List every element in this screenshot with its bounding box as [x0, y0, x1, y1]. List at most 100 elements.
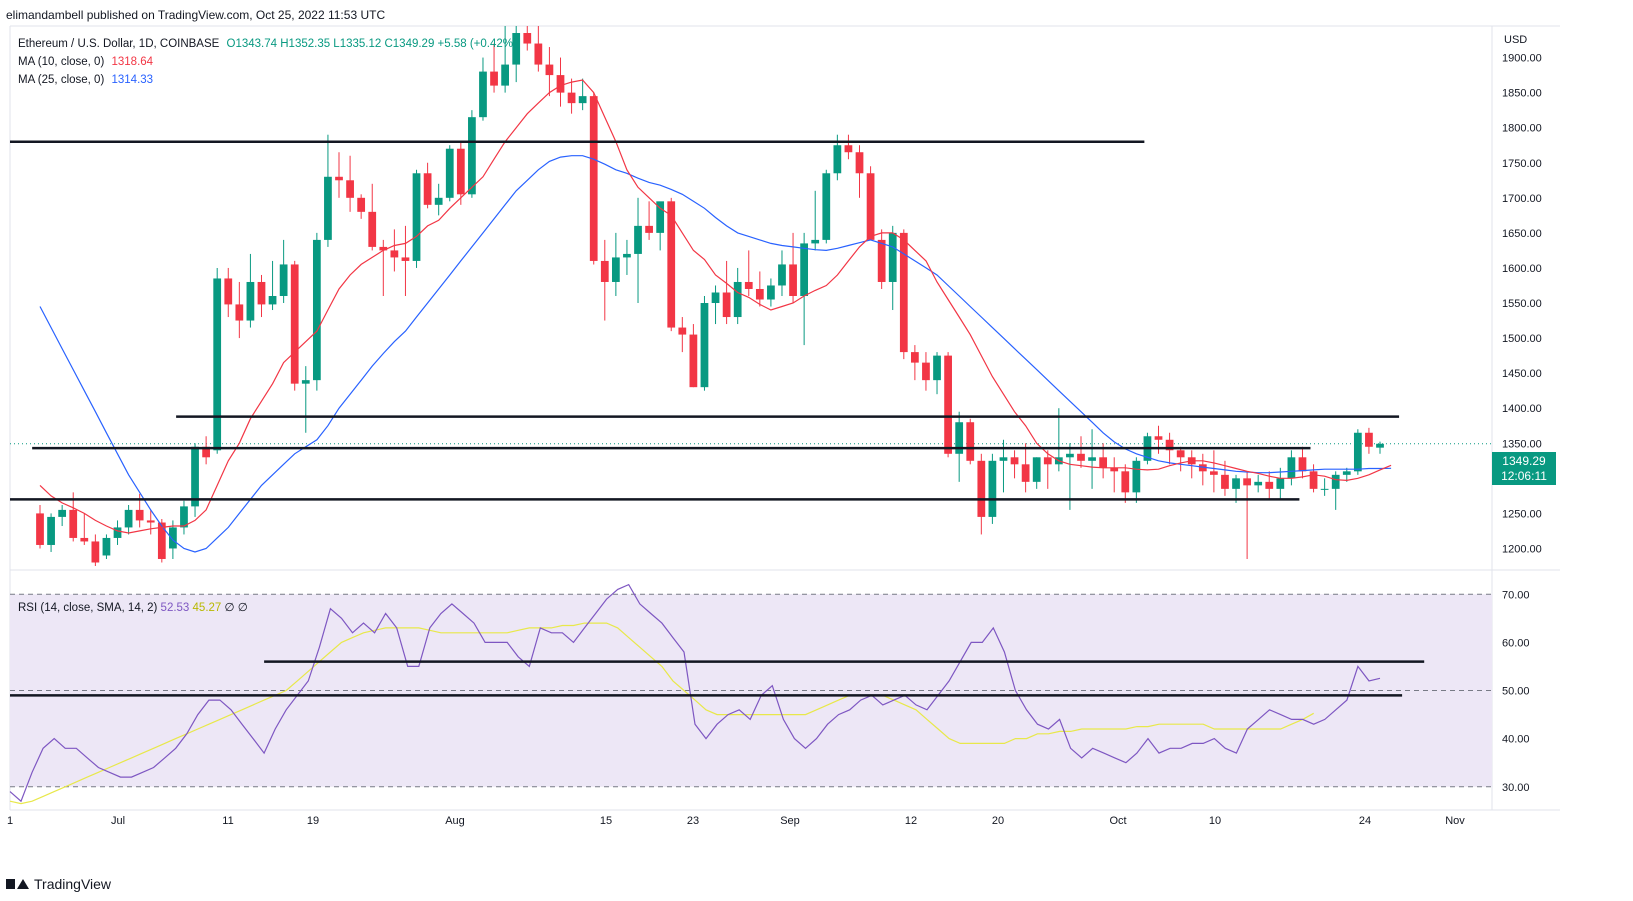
candle-body — [146, 520, 155, 523]
price-axis-tick: 1500.00 — [1502, 333, 1542, 345]
candle-body — [479, 71, 487, 118]
candle-body — [1365, 432, 1373, 447]
candle-body — [1099, 457, 1108, 468]
rsi-extra-2: ∅ — [237, 602, 248, 614]
price-axis-tick: 1400.00 — [1502, 403, 1542, 415]
tradingview-logo-icon — [6, 877, 29, 891]
ma10-value: 1318.64 — [111, 56, 154, 68]
time-axis-tick: Nov — [1445, 815, 1465, 827]
candle-body — [1088, 457, 1096, 461]
legend-ma10-row: MA (10, close, 0) 1318.64 — [18, 53, 517, 71]
time-axis-tick: 12 — [905, 815, 917, 827]
candle-body — [1298, 457, 1307, 472]
candle-body — [412, 173, 421, 261]
ma25-line — [39, 155, 1392, 553]
candle-body — [1331, 474, 1340, 489]
candle-body — [1132, 460, 1141, 493]
published-header: elimandambell published on TradingView.c… — [6, 8, 386, 22]
candle-body — [1353, 432, 1362, 472]
candle-body — [800, 243, 809, 296]
price-axis-tick: 1700.00 — [1502, 193, 1542, 205]
candle-body — [279, 264, 288, 296]
candle-body — [966, 422, 975, 461]
rsi-line — [9, 583, 1381, 803]
ma10-label[interactable]: MA (10, close, 0) — [18, 56, 105, 68]
candle-body — [1243, 478, 1251, 486]
candle-body — [102, 537, 111, 556]
time-axis-tick: 10 — [1209, 815, 1221, 827]
rsi-label[interactable]: RSI (14, close, SMA, 14, 2) — [18, 602, 158, 614]
candle-body — [346, 180, 354, 198]
price-axis-tick: 1250.00 — [1502, 508, 1542, 520]
candle-body — [1010, 457, 1019, 465]
rsi-axis-tick: 50.00 — [1502, 686, 1530, 698]
candle-body — [1176, 450, 1185, 458]
candle-body — [58, 509, 67, 517]
candle-body — [678, 327, 687, 335]
candle-body — [312, 239, 321, 381]
price-axis-tick: 1600.00 — [1502, 263, 1542, 275]
candle-body — [589, 96, 598, 261]
candle-body — [1077, 453, 1085, 461]
candle-body — [1232, 478, 1240, 489]
rsi-axis-tick: 40.00 — [1502, 734, 1530, 746]
rsi-sma-value: 45.27 — [192, 602, 222, 614]
candle-body — [744, 281, 753, 289]
candle-body — [1265, 481, 1274, 489]
rsi-axis-tick: 60.00 — [1502, 637, 1530, 649]
candle-body — [545, 64, 554, 76]
candle-body — [512, 33, 521, 65]
candle-body — [811, 239, 820, 244]
candle-body — [445, 148, 454, 198]
candle-body — [36, 513, 44, 545]
candle-body — [235, 304, 244, 321]
candle-body — [634, 225, 642, 254]
tradingview-footer[interactable]: TradingView — [6, 876, 111, 892]
candle-body — [379, 246, 388, 251]
candle-body — [324, 176, 332, 240]
time-axis-tick: 1 — [7, 815, 13, 827]
candle-body — [1043, 457, 1052, 465]
candle-body — [1021, 464, 1030, 482]
candle-body — [999, 457, 1008, 461]
candle-body — [933, 355, 941, 381]
candle-body — [656, 201, 665, 233]
candle-body — [124, 509, 133, 528]
candle-body — [1210, 471, 1218, 475]
candle-body — [456, 148, 465, 195]
main-legend: Ethereum / U.S. Dollar, 1D, COINBASE O13… — [18, 35, 517, 89]
candle-body — [689, 334, 698, 388]
price-axis-tick: 1450.00 — [1502, 368, 1542, 380]
candle-body — [944, 355, 952, 454]
candle-body — [1198, 464, 1207, 472]
symbol-name[interactable]: Ethereum / U.S. Dollar, 1D, COINBASE — [18, 38, 220, 50]
time-axis-tick: 11 — [222, 815, 233, 827]
last-price-tag: 1349.29 12:06:11 — [1492, 452, 1556, 485]
price-axis-tick: 1800.00 — [1502, 123, 1542, 135]
candle-body — [1110, 467, 1119, 472]
candle-body — [224, 278, 233, 305]
candle-body — [1165, 439, 1174, 451]
rsi-extra-1: ∅ — [224, 602, 235, 614]
candle-body — [1376, 443, 1384, 448]
candle-body — [468, 117, 476, 195]
candle-body — [733, 281, 742, 318]
rsi-axis-tick: 70.00 — [1502, 589, 1530, 601]
candle-body — [1032, 457, 1041, 482]
candle-body — [202, 446, 210, 458]
price-axis-tick: 1900.00 — [1502, 53, 1542, 65]
ma25-value: 1314.33 — [111, 74, 154, 86]
candle-body — [1276, 478, 1285, 489]
candle-body — [822, 173, 831, 240]
ma10-line — [39, 79, 1392, 534]
candle-body — [69, 509, 78, 538]
candle-body — [91, 541, 100, 563]
price-axis-tick: 1550.00 — [1502, 298, 1542, 310]
candle-body — [611, 257, 620, 282]
ma25-label[interactable]: MA (25, close, 0) — [18, 74, 105, 86]
candle-body — [899, 232, 908, 353]
candle-body — [778, 264, 786, 286]
candle-body — [855, 152, 864, 174]
price-axis-tick: 1750.00 — [1502, 158, 1542, 170]
